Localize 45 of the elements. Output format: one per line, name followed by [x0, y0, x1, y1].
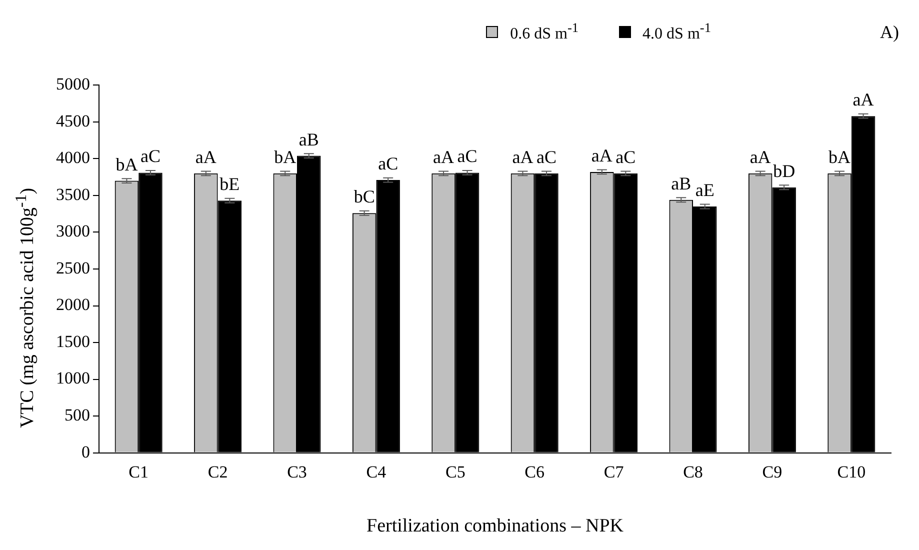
data-label: aC	[378, 154, 398, 174]
y-tick-label: 1500	[56, 332, 90, 351]
x-tick-label: C9	[762, 462, 782, 482]
data-label: aE	[695, 180, 714, 200]
y-tick-label: 0	[82, 442, 90, 462]
data-label: bE	[220, 174, 240, 194]
y-tick-label: 3500	[56, 184, 90, 204]
data-label: aA	[591, 145, 612, 166]
legend-label: 0.6 dS m$^{-1}$	[510, 20, 579, 44]
x-tick-label: C4	[366, 462, 387, 482]
data-label: bA	[828, 146, 851, 167]
y-tick-label: 4500	[56, 111, 90, 130]
data-label: aA	[750, 146, 771, 167]
data-label: bA	[274, 146, 296, 167]
x-tick-label: C10	[837, 462, 866, 482]
x-tick-label: C7	[604, 462, 624, 482]
x-tick-label: C6	[524, 462, 545, 482]
data-label: aA	[195, 146, 216, 167]
x-tick-label: C2	[208, 462, 228, 482]
y-tick-label: 5000	[56, 74, 90, 94]
x-tick-label: C5	[445, 462, 466, 482]
y-tick-label: 3000	[56, 222, 90, 241]
data-label: aC	[616, 146, 636, 167]
x-tick-label: C3	[287, 462, 307, 482]
y-tick-label: 2000	[56, 295, 90, 314]
legend-label: 4.0 dS m$^{-1}$	[642, 20, 711, 44]
data-label: aA	[852, 90, 874, 110]
data-label: aC	[457, 146, 478, 166]
x-tick-label: C1	[128, 462, 149, 482]
data-label: aC	[536, 146, 556, 167]
y-tick-label: 1000	[56, 368, 90, 388]
data-label: bA	[116, 154, 138, 174]
y-tick-label: 4000	[56, 148, 90, 168]
data-label: aB	[298, 129, 319, 150]
data-label: bC	[354, 186, 375, 207]
x-tick-label: C8	[683, 462, 703, 482]
data-label: aA	[433, 146, 454, 167]
x-axis-title: Fertilization combinations – NPK	[366, 516, 624, 537]
text: A)	[880, 22, 899, 43]
y-tick-label: 500	[64, 406, 90, 425]
data-label: bD	[773, 160, 796, 181]
data-label: aC	[140, 146, 160, 166]
y-tick-label: 2500	[56, 258, 90, 278]
data-label: aB	[671, 173, 692, 194]
data-label: aA	[512, 146, 534, 167]
